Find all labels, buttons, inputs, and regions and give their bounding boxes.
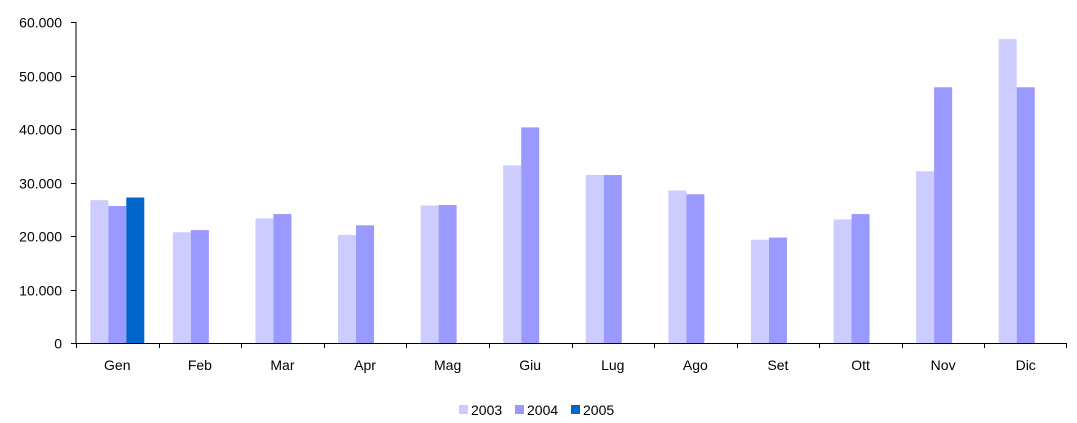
x-tick-label: Gen xyxy=(104,357,130,373)
x-tick-label: Feb xyxy=(188,357,212,373)
bar-2003-apr xyxy=(338,234,357,343)
legend-label-2005: 2005 xyxy=(583,402,614,418)
bar-2003-set xyxy=(750,239,769,343)
bar-2003-giu xyxy=(503,165,522,343)
bar-2004-ago xyxy=(686,194,705,343)
legend-swatch-2005 xyxy=(571,405,580,414)
x-tick-label: Ott xyxy=(851,357,870,373)
x-tick-label: Set xyxy=(767,357,788,373)
x-tick-label: Giu xyxy=(519,357,541,373)
bar-2004-mar xyxy=(273,214,292,343)
bar-2004-nov xyxy=(934,87,953,344)
x-tick-label: Lug xyxy=(601,357,624,373)
y-tick-label: 20.000 xyxy=(19,229,62,245)
bar-2004-gen xyxy=(108,206,127,343)
bar-2003-lug xyxy=(585,175,604,343)
x-tick-label: Mag xyxy=(434,357,461,373)
bar-2003-ott xyxy=(833,219,852,343)
bar-2004-set xyxy=(768,237,787,343)
bar-2004-lug xyxy=(603,175,622,343)
x-axis: Gen Feb Mar Apr Mag Giu Lug Ago Set Ott Nov Dic xyxy=(76,343,1067,373)
bar-2003-mar xyxy=(255,218,274,343)
bar-2003-nov xyxy=(916,171,935,343)
x-tick-label: Nov xyxy=(931,357,956,373)
bar-2003-gen xyxy=(90,200,109,343)
y-axis: 0 10.000 20.000 30.000 40.000 50.000 60.000 xyxy=(19,15,77,352)
x-tick-label: Apr xyxy=(354,357,376,373)
x-tick-label: Dic xyxy=(1016,357,1036,373)
bar-2004-feb xyxy=(190,230,209,343)
bar-2005-gen xyxy=(126,197,145,343)
bar-2004-dic xyxy=(1016,87,1035,344)
y-tick-label: 0 xyxy=(54,336,62,352)
bar-2003-dic xyxy=(998,39,1017,344)
bar-2003-feb xyxy=(172,232,191,343)
legend-swatch-2003 xyxy=(459,405,468,414)
bar-2004-ott xyxy=(851,214,870,343)
bar-2003-ago xyxy=(668,190,687,343)
bar-2004-mag xyxy=(438,204,457,343)
y-tick-label: 10.000 xyxy=(19,283,62,299)
bar-2004-giu xyxy=(521,127,540,344)
y-tick-label: 60.000 xyxy=(19,15,62,31)
bar-2004-apr xyxy=(356,225,375,343)
legend: 2003 2004 2005 xyxy=(459,402,614,418)
bar-2003-mag xyxy=(420,205,439,343)
y-tick-label: 50.000 xyxy=(19,69,62,85)
legend-label-2004: 2004 xyxy=(527,402,558,418)
y-tick-label: 40.000 xyxy=(19,122,62,138)
y-tick-label: 30.000 xyxy=(19,176,62,192)
legend-swatch-2004 xyxy=(515,405,524,414)
legend-label-2003: 2003 xyxy=(471,402,502,418)
x-tick-label: Mar xyxy=(270,357,294,373)
x-tick-label: Ago xyxy=(683,357,708,373)
bars xyxy=(90,39,1035,344)
